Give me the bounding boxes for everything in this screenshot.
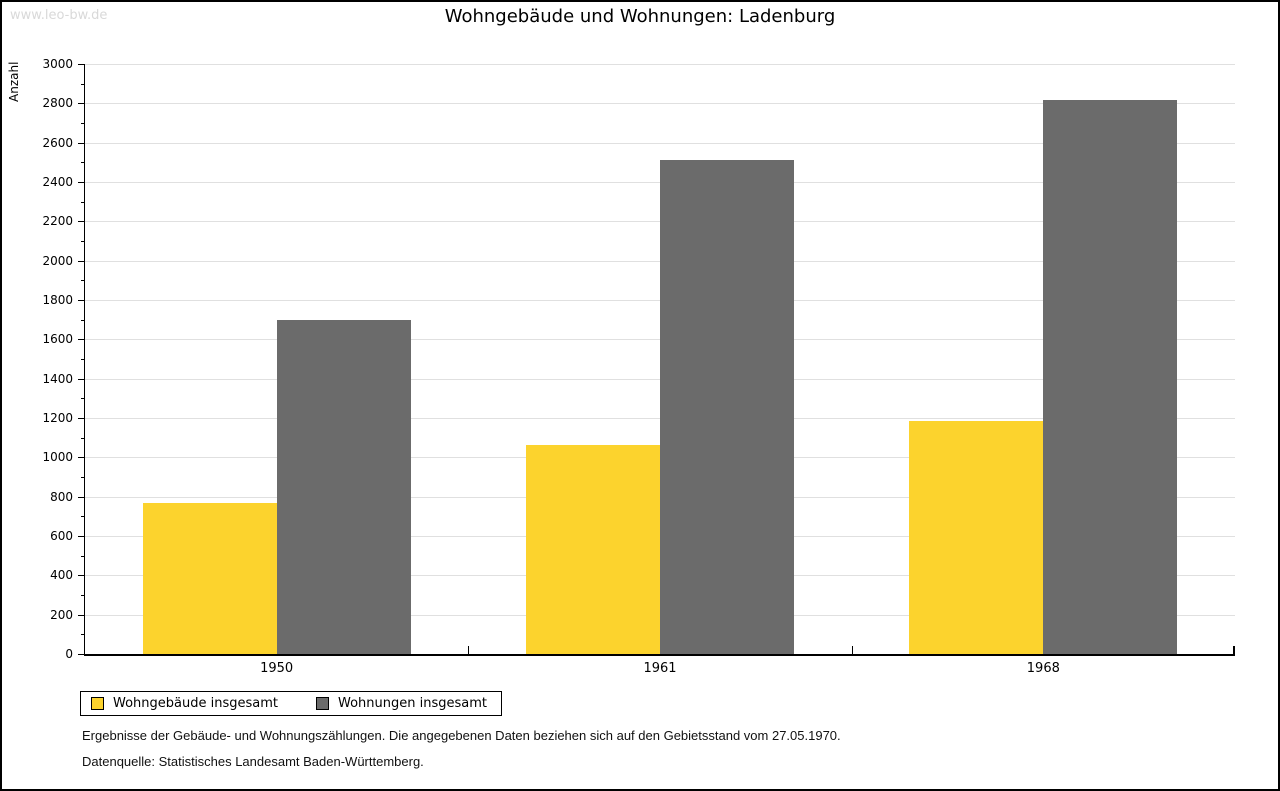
legend-item: Wohngebäude insgesamt: [91, 696, 278, 711]
x-tick-label: 1950: [260, 661, 294, 676]
legend-item: Wohnungen insgesamt: [316, 696, 487, 711]
y-major-tick: [78, 260, 84, 262]
y-tick-label: 400: [50, 568, 73, 583]
x-section-tick: [468, 646, 470, 654]
y-tick-label: 2400: [42, 175, 73, 189]
y-tick-label: 2200: [42, 214, 73, 229]
bar-wohngebaeude-1950: [142, 502, 277, 654]
y-minor-tick: [81, 398, 84, 400]
y-minor-tick: [81, 162, 84, 164]
y-major-tick: [78, 103, 84, 105]
y-minor-tick: [81, 634, 84, 636]
gridline: [85, 142, 1235, 144]
y-tick-label: 200: [50, 607, 73, 622]
y-major-tick: [78, 496, 84, 498]
legend: Wohngebäude insgesamt Wohnungen insgesamt: [80, 691, 502, 716]
bar-wohnungen-1950: [276, 319, 411, 654]
y-tick-label: 2000: [42, 253, 73, 268]
y-tick-label: 1200: [42, 411, 73, 425]
bar-wohnungen-1961: [660, 160, 794, 654]
y-tick-label: 2600: [42, 135, 73, 150]
y-minor-tick: [81, 201, 84, 203]
legend-label: Wohngebäude insgesamt: [113, 696, 278, 711]
y-minor-tick: [81, 83, 84, 85]
x-tick-label: 1961: [643, 661, 677, 676]
bar-wohngebaeude-1968: [909, 420, 1044, 654]
y-major-tick: [78, 339, 84, 341]
y-minor-tick: [81, 359, 84, 360]
x-axis-endcap: [1233, 646, 1235, 654]
y-major-tick: [78, 221, 84, 223]
chart-title: Wohngebäude und Wohnungen: Ladenburg: [444, 6, 836, 27]
y-major-tick: [78, 654, 84, 655]
y-tick-label: 2800: [42, 96, 73, 111]
y-tick-label: 0: [65, 647, 73, 661]
plot-area: 0 200 400 600 800 1000 1200 1400 1600 1800 2000 220…: [42, 58, 1235, 676]
y-minor-tick: [81, 280, 84, 282]
gridline: [85, 103, 1235, 105]
y-major-tick: [78, 182, 84, 183]
y-tick-label: 800: [50, 489, 73, 504]
watermark: www.leo-bw.de: [10, 8, 108, 23]
y-tick-label: 600: [50, 529, 73, 543]
y-major-tick: [78, 64, 84, 65]
y-major-tick: [78, 418, 84, 419]
y-minor-tick: [81, 319, 84, 321]
y-major-tick: [78, 378, 84, 380]
y-tick-label: 1400: [42, 371, 73, 386]
y-major-tick: [78, 142, 84, 144]
y-minor-tick: [81, 595, 84, 596]
bar-wohngebaeude-1961: [526, 444, 660, 654]
y-minor-tick: [81, 516, 84, 518]
legend-label: Wohnungen insgesamt: [338, 696, 487, 711]
y-tick-label: 1000: [42, 450, 73, 465]
y-minor-tick: [81, 123, 84, 124]
y-major-tick: [78, 457, 84, 459]
y-major-tick: [78, 300, 84, 301]
y-major-tick: [78, 575, 84, 577]
y-minor-tick: [81, 241, 84, 242]
footnote-line-1: Ergebnisse der Gebäude- und Wohnungszähl…: [82, 728, 841, 743]
y-major-tick: [78, 536, 84, 537]
bar-wohnungen-1968: [1043, 100, 1178, 654]
legend-swatch-icon: [316, 697, 329, 710]
footnote-line-2: Datenquelle: Statistisches Landesamt Bad…: [82, 754, 424, 769]
y-tick-label: 1800: [42, 293, 73, 307]
y-minor-tick: [81, 437, 84, 439]
y-tick-label: 3000: [42, 57, 73, 71]
y-minor-tick: [81, 555, 84, 557]
y-minor-tick: [81, 477, 84, 478]
legend-swatch-icon: [91, 697, 104, 710]
x-tick-label: 1968: [1026, 661, 1060, 676]
y-major-tick: [78, 614, 84, 616]
y-tick-label: 1600: [42, 332, 73, 347]
gridline: [85, 64, 1235, 65]
x-section-tick: [851, 646, 853, 654]
